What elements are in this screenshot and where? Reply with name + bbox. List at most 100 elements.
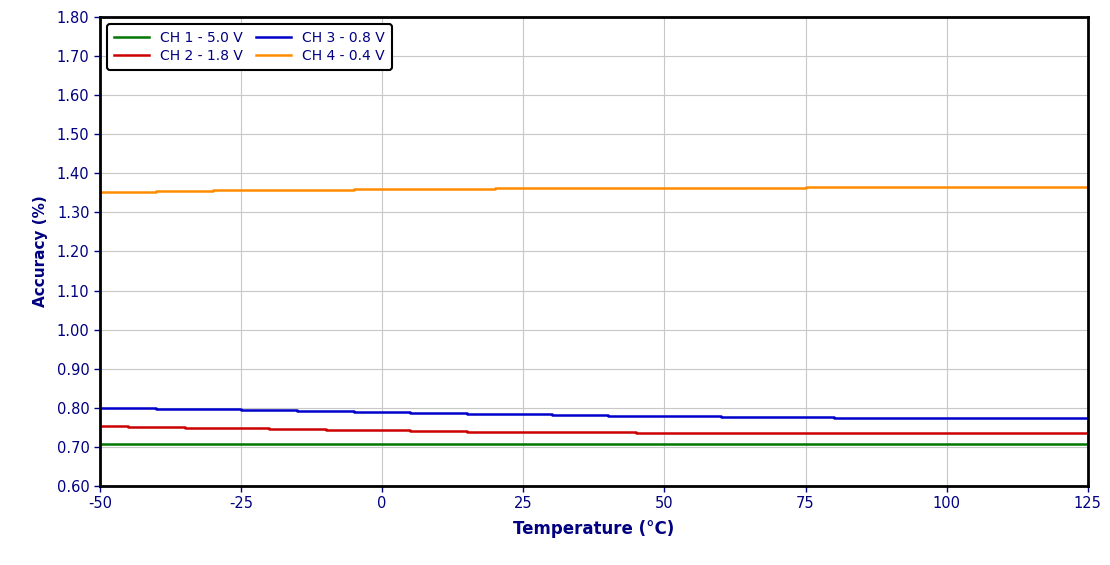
CH 1 - 5.0 V: [461, 441, 474, 448]
CH 2 - 1.8 V: [856, 429, 869, 436]
CH 2 - 1.8 V: [997, 429, 1010, 436]
CH 1 - 5.0 V: [404, 441, 417, 448]
CH 3 - 0.8 V: [940, 414, 953, 421]
CH 1 - 5.0 V: [375, 441, 388, 448]
CH 3 - 0.8 V: [121, 405, 134, 411]
CH 3 - 0.8 V: [856, 414, 869, 421]
CH 4 - 0.4 V: [770, 184, 784, 191]
CH 1 - 5.0 V: [968, 441, 981, 448]
CH 2 - 1.8 V: [884, 429, 897, 436]
CH 2 - 1.8 V: [375, 427, 388, 434]
CH 2 - 1.8 V: [319, 426, 332, 433]
CH 2 - 1.8 V: [799, 429, 813, 436]
CH 2 - 1.8 V: [602, 429, 615, 436]
CH 2 - 1.8 V: [206, 425, 220, 432]
CH 2 - 1.8 V: [461, 428, 474, 435]
CH 2 - 1.8 V: [827, 429, 840, 436]
X-axis label: Temperature (°C): Temperature (°C): [513, 520, 675, 538]
CH 3 - 0.8 V: [1053, 414, 1067, 421]
CH 1 - 5.0 V: [516, 441, 529, 448]
CH 1 - 5.0 V: [573, 441, 586, 448]
CH 1 - 5.0 V: [940, 441, 953, 448]
CH 4 - 0.4 V: [234, 186, 248, 193]
CH 1 - 5.0 V: [488, 441, 502, 448]
CH 1 - 5.0 V: [770, 441, 784, 448]
Y-axis label: Accuracy (%): Accuracy (%): [33, 195, 48, 307]
CH 2 - 1.8 V: [1025, 429, 1038, 436]
CH 1 - 5.0 V: [319, 441, 332, 448]
CH 1 - 5.0 V: [827, 441, 840, 448]
CH 2 - 1.8 V: [178, 424, 191, 431]
CH 1 - 5.0 V: [602, 441, 615, 448]
CH 3 - 0.8 V: [234, 406, 248, 413]
CH 1 - 5.0 V: [1053, 441, 1067, 448]
CH 3 - 0.8 V: [968, 414, 981, 421]
CH 4 - 0.4 V: [658, 184, 672, 191]
CH 4 - 0.4 V: [743, 184, 756, 191]
CH 3 - 0.8 V: [1081, 414, 1094, 421]
CH 2 - 1.8 V: [940, 429, 953, 436]
CH 4 - 0.4 V: [1053, 184, 1067, 191]
CH 3 - 0.8 V: [263, 407, 276, 414]
CH 1 - 5.0 V: [911, 441, 925, 448]
CH 1 - 5.0 V: [150, 441, 163, 448]
CH 1 - 5.0 V: [686, 441, 699, 448]
CH 1 - 5.0 V: [997, 441, 1010, 448]
CH 4 - 0.4 V: [573, 184, 586, 191]
CH 1 - 5.0 V: [884, 441, 897, 448]
CH 3 - 0.8 V: [461, 410, 474, 417]
CH 4 - 0.4 V: [404, 185, 417, 192]
CH 1 - 5.0 V: [1081, 441, 1094, 448]
CH 4 - 0.4 V: [206, 187, 220, 194]
CH 4 - 0.4 V: [263, 186, 276, 193]
CH 4 - 0.4 V: [516, 185, 529, 192]
CH 4 - 0.4 V: [629, 184, 643, 191]
CH 4 - 0.4 V: [432, 185, 445, 192]
CH 4 - 0.4 V: [375, 185, 388, 192]
CH 4 - 0.4 V: [1025, 184, 1038, 191]
CH 4 - 0.4 V: [940, 184, 953, 191]
CH 4 - 0.4 V: [799, 184, 813, 191]
CH 3 - 0.8 V: [911, 414, 925, 421]
CH 2 - 1.8 V: [404, 427, 417, 434]
CH 4 - 0.4 V: [545, 185, 558, 192]
CH 3 - 0.8 V: [432, 410, 445, 416]
CH 3 - 0.8 V: [488, 411, 502, 418]
Line: CH 2 - 1.8 V: CH 2 - 1.8 V: [100, 427, 1088, 433]
CH 1 - 5.0 V: [432, 441, 445, 448]
CH 2 - 1.8 V: [743, 429, 756, 436]
CH 4 - 0.4 V: [856, 184, 869, 191]
CH 1 - 5.0 V: [291, 441, 304, 448]
CH 3 - 0.8 V: [743, 414, 756, 420]
CH 2 - 1.8 V: [658, 429, 672, 436]
CH 4 - 0.4 V: [121, 188, 134, 195]
CH 3 - 0.8 V: [347, 408, 361, 415]
CH 3 - 0.8 V: [799, 414, 813, 420]
CH 4 - 0.4 V: [93, 189, 107, 195]
CH 2 - 1.8 V: [629, 429, 643, 436]
CH 3 - 0.8 V: [884, 414, 897, 421]
CH 2 - 1.8 V: [488, 429, 502, 436]
CH 2 - 1.8 V: [234, 425, 248, 432]
CH 1 - 5.0 V: [206, 441, 220, 448]
CH 4 - 0.4 V: [997, 184, 1010, 191]
CH 4 - 0.4 V: [602, 184, 615, 191]
CH 4 - 0.4 V: [319, 186, 332, 193]
CH 3 - 0.8 V: [1025, 414, 1038, 421]
CH 2 - 1.8 V: [291, 426, 304, 433]
CH 3 - 0.8 V: [827, 414, 840, 421]
Line: CH 3 - 0.8 V: CH 3 - 0.8 V: [100, 408, 1088, 418]
CH 3 - 0.8 V: [291, 407, 304, 414]
CH 3 - 0.8 V: [516, 411, 529, 418]
CH 3 - 0.8 V: [178, 406, 191, 412]
CH 1 - 5.0 V: [93, 441, 107, 448]
CH 2 - 1.8 V: [516, 429, 529, 436]
CH 3 - 0.8 V: [93, 405, 107, 411]
CH 1 - 5.0 V: [545, 441, 558, 448]
CH 2 - 1.8 V: [770, 429, 784, 436]
CH 3 - 0.8 V: [997, 414, 1010, 421]
CH 1 - 5.0 V: [1025, 441, 1038, 448]
CH 1 - 5.0 V: [121, 441, 134, 448]
CH 2 - 1.8 V: [545, 429, 558, 436]
CH 4 - 0.4 V: [911, 184, 925, 191]
